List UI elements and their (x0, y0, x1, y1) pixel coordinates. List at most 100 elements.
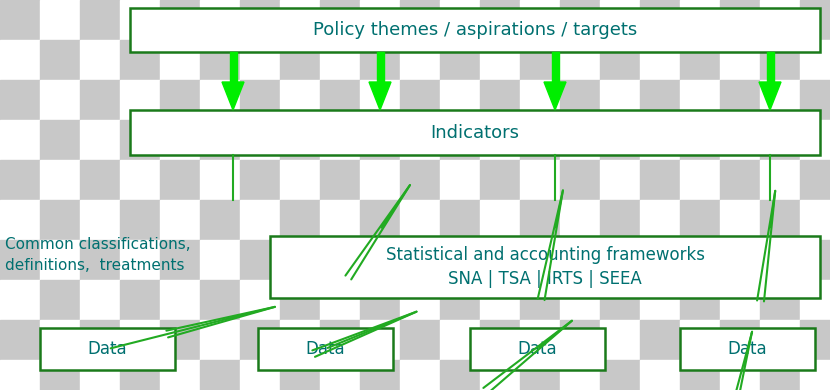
Bar (720, 200, 760, 240)
Bar (320, 320, 360, 360)
Bar (360, 80, 400, 120)
Bar (120, 280, 160, 320)
Bar (760, 320, 800, 360)
Bar (160, 120, 200, 160)
Bar (360, 360, 400, 390)
Bar (130, 110, 820, 155)
Bar (560, 360, 600, 390)
Bar (200, 40, 240, 80)
Bar (120, 320, 160, 360)
Bar (200, 0, 240, 40)
Bar (440, 80, 480, 120)
Bar (200, 80, 240, 120)
Bar (720, 120, 760, 160)
Bar (0, 40, 40, 80)
Bar (400, 160, 440, 200)
Bar (120, 200, 160, 240)
Bar (240, 40, 280, 80)
Bar (760, 80, 800, 120)
Bar (360, 120, 400, 160)
Bar (320, 120, 360, 160)
Bar (360, 200, 400, 240)
Bar (640, 240, 680, 280)
Bar (480, 120, 520, 160)
Bar (240, 320, 280, 360)
Bar (400, 0, 440, 40)
Bar (520, 240, 560, 280)
Bar (560, 80, 600, 120)
Bar (80, 240, 120, 280)
Bar (0, 120, 40, 160)
Bar (560, 160, 600, 200)
Bar (680, 120, 720, 160)
Bar (160, 200, 200, 240)
Bar (600, 240, 640, 280)
Bar (680, 40, 720, 80)
Bar (600, 160, 640, 200)
Bar (120, 40, 160, 80)
Bar (0, 200, 40, 240)
Bar (760, 40, 800, 80)
Bar (320, 40, 360, 80)
Bar (200, 320, 240, 360)
Bar (600, 0, 640, 40)
Bar (600, 40, 640, 80)
Bar (258, 328, 393, 370)
Bar (240, 240, 280, 280)
Bar (640, 80, 680, 120)
Bar (80, 160, 120, 200)
Bar (680, 200, 720, 240)
Bar (0, 320, 40, 360)
Bar (320, 200, 360, 240)
Bar (40, 160, 80, 200)
Text: Data: Data (728, 340, 767, 358)
Bar (480, 80, 520, 120)
Text: Common classifications,
definitions,  treatments: Common classifications, definitions, tre… (5, 237, 191, 273)
Bar (560, 120, 600, 160)
Bar (720, 320, 760, 360)
Bar (40, 200, 80, 240)
Bar (80, 200, 120, 240)
Bar (400, 200, 440, 240)
Bar (520, 160, 560, 200)
Bar (280, 200, 320, 240)
Bar (320, 360, 360, 390)
Bar (320, 240, 360, 280)
Bar (80, 280, 120, 320)
Bar (160, 280, 200, 320)
Bar (360, 240, 400, 280)
Bar (640, 0, 680, 40)
Bar (40, 320, 80, 360)
Bar (440, 120, 480, 160)
Bar (40, 40, 80, 80)
Bar (200, 120, 240, 160)
Bar (600, 200, 640, 240)
Bar (800, 0, 830, 40)
Bar (680, 280, 720, 320)
Text: Indicators: Indicators (431, 124, 520, 142)
Bar (520, 320, 560, 360)
Bar (480, 320, 520, 360)
Polygon shape (759, 82, 781, 110)
Bar (520, 280, 560, 320)
Bar (400, 40, 440, 80)
Bar (200, 240, 240, 280)
Bar (760, 280, 800, 320)
Bar (520, 0, 560, 40)
Bar (560, 320, 600, 360)
Bar (400, 120, 440, 160)
Bar (760, 160, 800, 200)
Bar (240, 280, 280, 320)
Bar (560, 200, 600, 240)
Text: Data: Data (518, 340, 557, 358)
Bar (280, 80, 320, 120)
Bar (280, 240, 320, 280)
Bar (320, 0, 360, 40)
Bar (40, 0, 80, 40)
Bar (480, 160, 520, 200)
Bar (440, 200, 480, 240)
Bar (80, 320, 120, 360)
Bar (480, 200, 520, 240)
Bar (377, 52, 383, 82)
Bar (720, 80, 760, 120)
